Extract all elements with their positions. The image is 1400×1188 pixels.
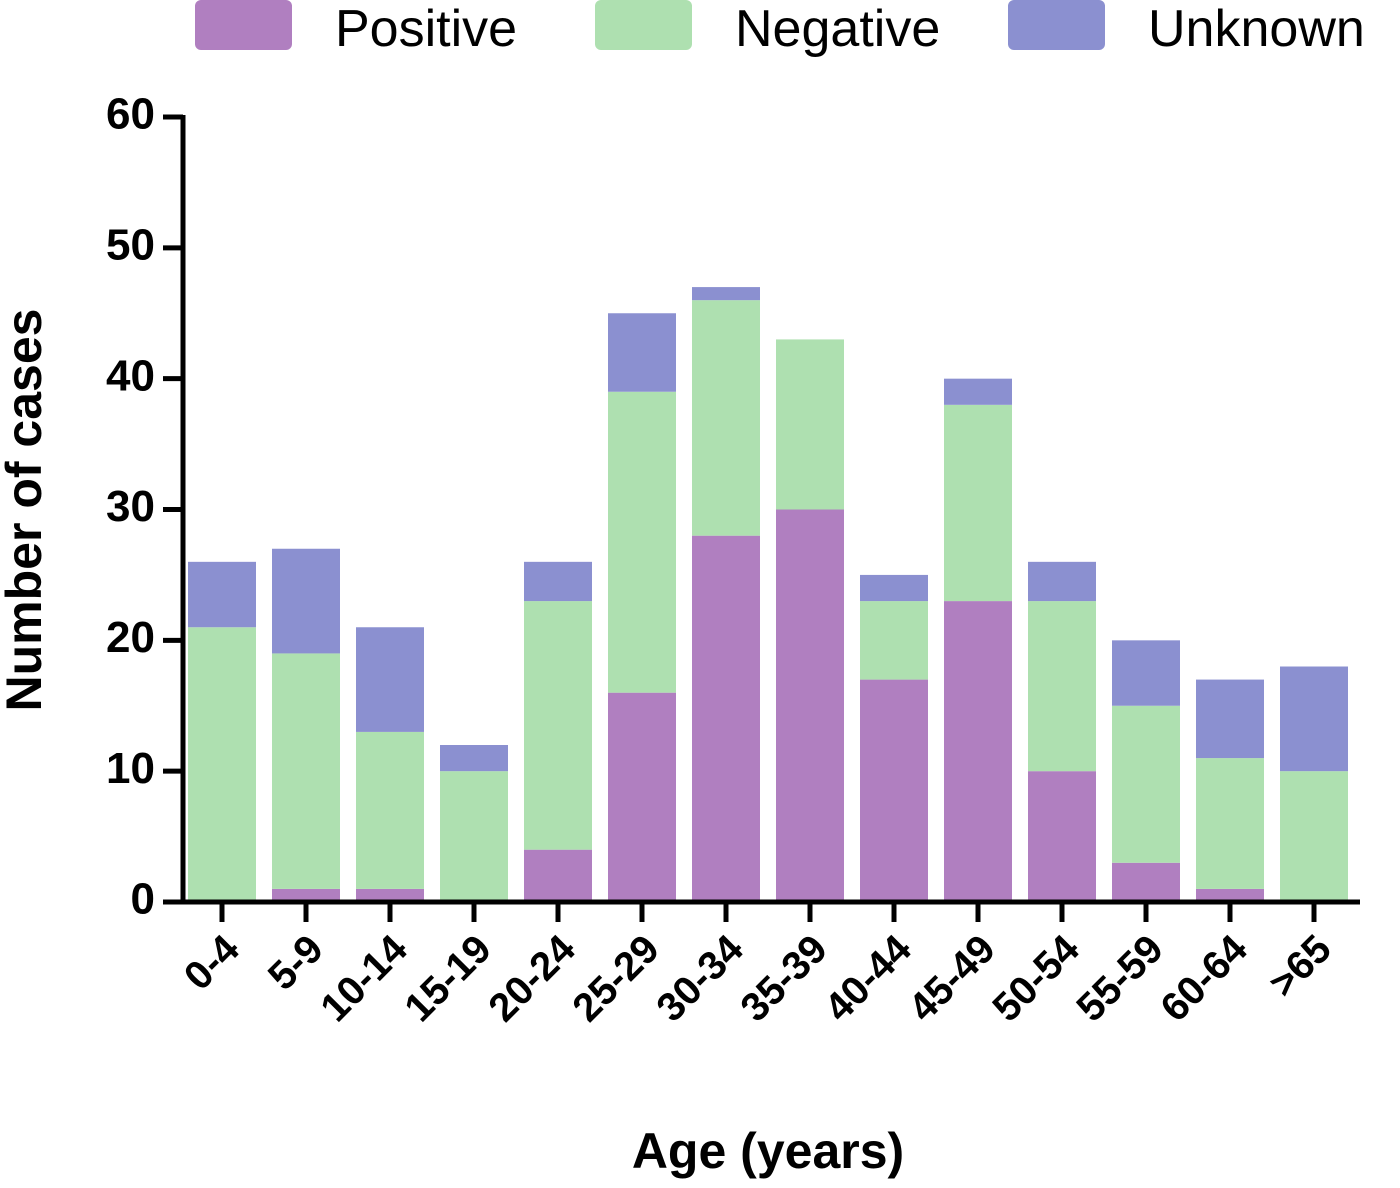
bar-segment [1028, 561, 1096, 602]
bar-segment [1196, 679, 1264, 759]
bar-segment [860, 679, 928, 902]
legend-label: Unknown [1148, 0, 1365, 58]
bar-segment [608, 391, 676, 693]
legend-swatch [1008, 0, 1105, 50]
bar-segment [944, 601, 1012, 902]
bar-segment [1280, 771, 1348, 902]
y-tick-label: 50 [106, 220, 155, 269]
y-axis-title: Number of cases [0, 309, 52, 712]
bar-segment [944, 378, 1012, 405]
y-tick-label: 30 [106, 482, 155, 531]
bar-segment [692, 535, 760, 902]
legend-label: Negative [735, 0, 940, 58]
bar-segment [1112, 862, 1180, 902]
bar-segment [440, 745, 508, 772]
x-tick-label: 60-64 [1152, 926, 1256, 1030]
x-tick-label: 5-9 [260, 927, 332, 999]
bar-segment [356, 888, 424, 902]
bar-segment [524, 561, 592, 602]
x-tick-label: 0-4 [176, 926, 249, 999]
y-tick-label: 0 [131, 875, 155, 924]
x-axis-title: Age (years) [632, 1123, 904, 1179]
bar-segment [692, 287, 760, 301]
y-tick-label: 60 [106, 90, 155, 139]
bar-segment [1196, 758, 1264, 889]
x-tick-label: 55-59 [1068, 927, 1171, 1030]
legend-swatch [195, 0, 292, 50]
bar-segment [524, 601, 592, 850]
bar-segment [1028, 601, 1096, 772]
x-tick-label: >65 [1261, 927, 1340, 1006]
bar-segment [524, 849, 592, 902]
bar-segment [692, 300, 760, 536]
bar-segment [1280, 666, 1348, 772]
x-tick-label: 40-44 [816, 926, 920, 1030]
bar-segment [776, 339, 844, 510]
bar-segment [356, 731, 424, 889]
y-tick-label: 40 [106, 351, 155, 400]
bar-segment [860, 574, 928, 602]
bar-segment [1196, 888, 1264, 902]
bar-segment [272, 888, 340, 902]
bar-segment [1112, 640, 1180, 706]
x-tick-label: 50-54 [984, 926, 1088, 1030]
x-tick-label: 30-34 [648, 926, 752, 1030]
y-tick-label: 10 [106, 744, 155, 793]
bar-segment [944, 404, 1012, 602]
x-tick-label: 25-29 [564, 927, 667, 1030]
bar-segment [776, 509, 844, 902]
bar-segment [188, 561, 256, 628]
x-tick-label: 15-19 [396, 927, 499, 1030]
bar-segment [860, 601, 928, 680]
x-tick-label: 20-24 [480, 926, 584, 1030]
bar-segment [440, 771, 508, 902]
bar-segment [608, 692, 676, 902]
bar-segment [272, 548, 340, 654]
y-tick-label: 20 [106, 613, 155, 662]
x-tick-label: 45-49 [900, 927, 1003, 1030]
bar-segment [1112, 705, 1180, 863]
legend-label: Positive [335, 0, 517, 58]
bar-segment [356, 627, 424, 732]
x-tick-label: 35-39 [732, 927, 835, 1030]
x-tick-label: 10-14 [312, 926, 416, 1030]
bar-segment [608, 313, 676, 392]
bar-segment [1028, 771, 1096, 902]
bar-segment [188, 627, 256, 902]
legend-swatch [595, 0, 692, 50]
bar-segment [272, 653, 340, 889]
